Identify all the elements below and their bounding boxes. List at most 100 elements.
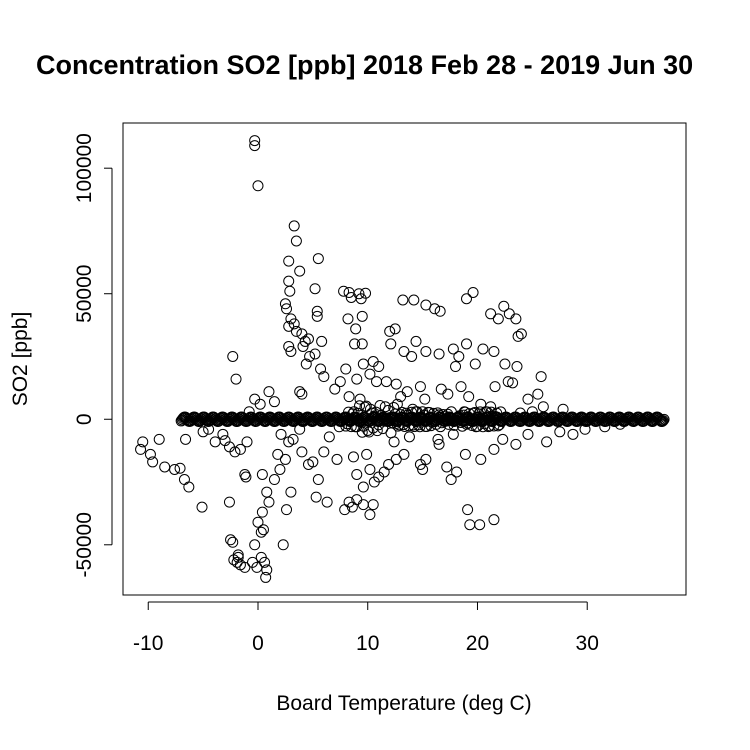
data-point [537,401,549,413]
data-point [135,443,147,455]
data-point [398,448,410,460]
data-point [503,308,515,320]
data-point [485,308,497,320]
data-point [451,466,463,478]
data-point [507,377,519,389]
data-point [477,343,489,355]
data-point [357,358,369,370]
data-point [414,381,426,393]
data-point [323,431,335,443]
data-point [296,446,308,458]
data-point [283,340,295,352]
data-point [384,325,396,337]
data-point [522,428,534,440]
data-point [137,436,149,448]
data-point [385,338,397,350]
data-point [288,220,300,232]
data-point [288,318,300,330]
data-point [255,526,267,538]
data-point [259,556,271,568]
data-point [343,391,355,403]
data-point [512,330,524,342]
data-point [227,350,239,362]
data-point [311,305,323,317]
data-point [488,443,500,455]
data-point [614,418,626,430]
data-point [310,491,322,503]
data-point [352,407,364,419]
data-point [227,536,239,548]
data-point [497,433,509,445]
data-point [209,436,221,448]
data-point [225,534,237,546]
data-point [315,363,327,375]
data-point [414,421,426,433]
data-point [294,265,306,277]
data-point [488,345,500,357]
data-point [360,287,372,299]
data-point [390,378,402,390]
data-point [511,361,523,373]
data-point [312,474,324,486]
data-point [384,412,396,424]
data-point [261,564,273,576]
data-point [333,421,345,433]
data-point [420,453,432,465]
data-point [241,436,253,448]
data-point [299,335,311,347]
data-point [268,396,280,408]
data-point [283,255,295,267]
y-tick-label: 50000 [73,265,96,323]
data-point [388,436,400,448]
data-point [285,486,297,498]
data-point [196,501,208,513]
x-axis-label: Board Temperature (deg C) [276,692,531,715]
data-point [229,446,241,458]
data-point [357,481,369,493]
chart-title: Concentration SO2 [ppb] 2018 Feb 28 - 20… [36,50,693,80]
data-point [441,461,453,473]
data-point [263,496,275,508]
data-point [312,253,324,265]
y-axis-label: SO2 [ppb] [9,312,32,407]
data-point [230,373,242,385]
data-point [390,453,402,465]
data-point [435,383,447,395]
data-point [408,294,420,306]
data-point [442,408,454,420]
x-tick-label: 0 [252,632,264,655]
data-point [354,393,366,405]
data-point [371,425,383,437]
data-point [304,350,316,362]
data-point [252,516,264,528]
data-point [345,421,357,433]
data-point [652,411,664,423]
data-point [364,509,376,521]
data-point [279,298,291,310]
data-point [318,446,330,458]
data-point [349,338,361,350]
data-point [257,524,269,536]
data-point [350,323,362,335]
data-point [300,358,312,370]
data-point [417,463,429,475]
data-point [290,235,302,247]
data-point [432,433,444,445]
data-point [433,348,445,360]
data-point [359,401,371,413]
data-point [419,393,431,405]
data-point [290,325,302,337]
data-point [407,419,419,431]
data-point [463,391,475,403]
data-point [495,406,507,418]
data-point [219,435,231,447]
data-point [554,426,566,438]
data-point [274,463,286,475]
x-tick-label: -10 [133,632,163,655]
data-point [144,448,156,460]
data-point [510,438,522,450]
data-point [464,519,476,531]
data-point [302,333,314,345]
data-point [541,436,553,448]
